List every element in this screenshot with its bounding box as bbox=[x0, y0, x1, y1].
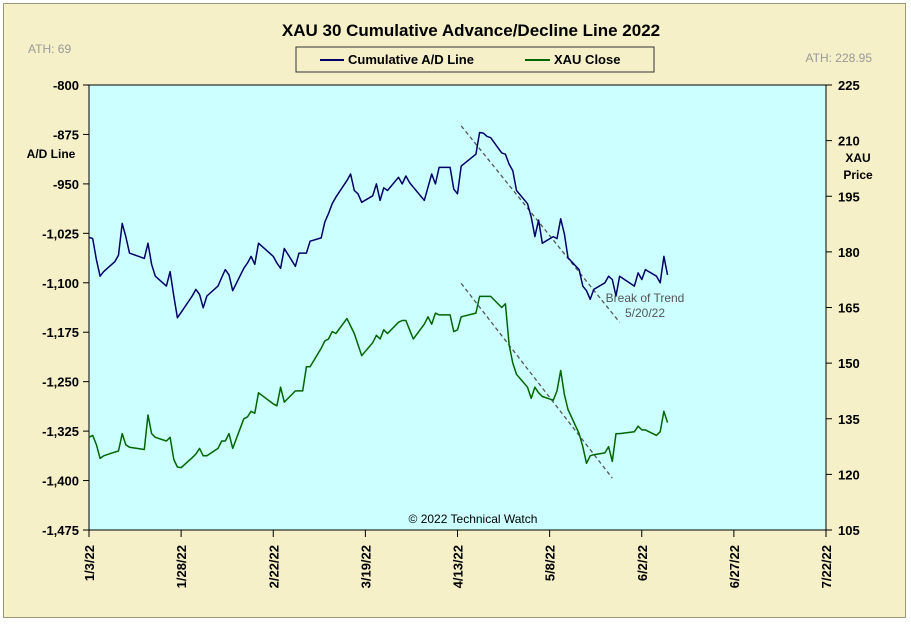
left-tick-label: -950 bbox=[53, 177, 79, 192]
x-axis: 1/3/22 1/28/22 2/22/22 3/19/22 4/13/22 5/8/22… bbox=[82, 530, 834, 588]
annotation-line1: Break of Trend bbox=[606, 291, 685, 305]
ad-line-series bbox=[88, 131, 669, 319]
left-tick-label: -1,100 bbox=[42, 276, 79, 291]
right-tick-label: 180 bbox=[838, 245, 860, 260]
xau-close-series bbox=[88, 295, 669, 469]
x-tick-label: 6/2/22 bbox=[635, 545, 650, 581]
legend-label-ad: Cumulative A/D Line bbox=[348, 52, 474, 67]
chart-canvas: XAU 30 Cumulative Advance/Decline Line 2… bbox=[27, 21, 873, 588]
legend: Cumulative A/D Line XAU Close bbox=[295, 46, 655, 73]
left-tick-label: -1,475 bbox=[42, 523, 79, 538]
x-tick-label: 1/3/22 bbox=[82, 545, 97, 581]
x-tick-label: 1/28/22 bbox=[174, 545, 189, 588]
left-tick-label: -1,175 bbox=[42, 325, 79, 340]
copyright: © 2022 Technical Watch bbox=[409, 512, 538, 526]
right-tick-label: 195 bbox=[838, 189, 860, 204]
x-tick-label: 3/19/22 bbox=[358, 545, 373, 588]
chart-title: XAU 30 Cumulative Advance/Decline Line 2… bbox=[282, 21, 660, 40]
right-axis-label-line2: Price bbox=[843, 168, 873, 182]
x-tick-label: 5/8/22 bbox=[543, 545, 558, 581]
ath-left: ATH: 69 bbox=[28, 42, 71, 56]
x-tick-label: 2/22/22 bbox=[266, 545, 281, 588]
annotation-line2: 5/20/22 bbox=[625, 306, 665, 320]
left-tick-label: -1,400 bbox=[42, 474, 79, 489]
right-tick-label: 120 bbox=[838, 467, 860, 482]
right-tick-label: 135 bbox=[838, 412, 860, 427]
series bbox=[88, 131, 669, 469]
x-tick-label: 4/13/22 bbox=[451, 545, 466, 588]
legend-box bbox=[295, 46, 655, 73]
x-tick-label: 6/27/22 bbox=[727, 545, 742, 588]
x-tick-label: 7/22/22 bbox=[819, 545, 834, 588]
left-tick-label: -1,325 bbox=[42, 424, 79, 439]
right-tick-label: 210 bbox=[838, 134, 860, 149]
right-tick-label: 105 bbox=[838, 523, 860, 538]
legend-label-xau: XAU Close bbox=[554, 52, 620, 67]
left-axis: -800 -875 -950 -1,025 -1,100 -1,175 -1,250 -1,3… bbox=[42, 78, 89, 538]
left-tick-label: -1,250 bbox=[42, 375, 79, 390]
right-tick-label: 225 bbox=[838, 78, 860, 93]
trendline bbox=[460, 282, 613, 479]
right-axis-label-line1: XAU bbox=[845, 151, 870, 165]
right-tick-label: 150 bbox=[838, 356, 860, 371]
left-tick-label: -1,025 bbox=[42, 226, 79, 241]
left-tick-label: -800 bbox=[53, 78, 79, 93]
ath-right: ATH: 228.95 bbox=[806, 51, 873, 65]
left-axis-label-line1: A/D Line bbox=[27, 147, 76, 161]
plot-area bbox=[88, 84, 827, 531]
right-axis: 105 120 135 150 165 180 195 210 225 bbox=[826, 78, 860, 538]
chart-frame: XAU 30 Cumulative Advance/Decline Line 2… bbox=[3, 3, 906, 618]
left-tick-label: -875 bbox=[53, 127, 79, 142]
right-tick-label: 165 bbox=[838, 301, 860, 316]
